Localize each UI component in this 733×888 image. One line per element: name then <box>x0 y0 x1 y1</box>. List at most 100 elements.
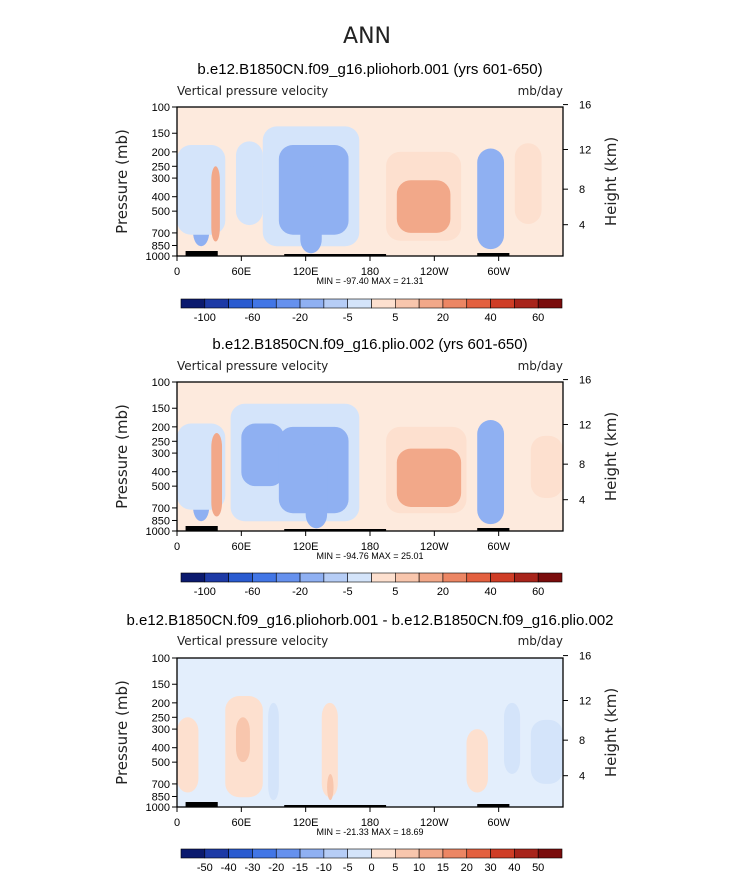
x-tick-label: 0 <box>174 266 180 278</box>
y-axis-title-right: Height (km) <box>602 412 620 501</box>
colorbar-swatch <box>228 572 253 583</box>
panel-title: b.e12.B1850CN.f09_g16.pliohorb.001 (yrs … <box>197 61 542 78</box>
x-tick-label: 120E <box>293 266 319 278</box>
colorbar-label: 10 <box>413 862 425 874</box>
height-tick-label: 12 <box>579 144 591 156</box>
panel-2: b.e12.B1850CN.f09_g16.plio.002 (yrs 601-… <box>113 336 620 598</box>
colorbar-swatch <box>275 298 301 309</box>
colorbar-swatch <box>347 848 372 859</box>
colorbar-swatch <box>299 848 325 859</box>
colorbar-swatch <box>252 298 277 309</box>
colorbar-label: -5 <box>343 862 353 874</box>
colorbar-swatch <box>466 572 491 583</box>
colorbar-label: 40 <box>484 586 496 598</box>
colorbar-label: 60 <box>532 586 544 598</box>
topography-mask <box>185 526 218 531</box>
colorbar-swatch <box>537 848 563 859</box>
panel-units-label: mb/day <box>518 359 563 373</box>
x-tick-label: 60E <box>232 266 252 278</box>
colorbar-swatch <box>537 298 563 309</box>
y-tick-label: 250 <box>152 161 170 173</box>
colorbar-label: 20 <box>437 312 449 324</box>
contour-region <box>211 166 220 242</box>
height-tick-label: 4 <box>579 220 585 232</box>
height-tick-label: 8 <box>579 184 585 196</box>
y-axis-title: Pressure (mb) <box>113 129 131 234</box>
colorbar-label: 60 <box>532 312 544 324</box>
x-tick-label: 120W <box>420 817 449 829</box>
contour-region <box>211 433 223 517</box>
colorbar-swatch <box>490 848 515 859</box>
panel-3: b.e12.B1850CN.f09_g16.pliohorb.001 - b.e… <box>113 612 620 874</box>
colorbar-swatch <box>442 298 468 309</box>
x-tick-label: 60W <box>487 541 510 553</box>
topography-mask <box>185 251 218 256</box>
height-tick-label: 16 <box>579 100 591 112</box>
colorbar-swatch <box>490 572 515 583</box>
y-tick-label: 150 <box>152 128 170 140</box>
colorbar-swatch <box>228 298 253 309</box>
x-tick-label: 60W <box>487 266 510 278</box>
min-max-stats: MIN = -94.76 MAX = 25.01 <box>316 551 423 561</box>
height-tick-label: 8 <box>579 735 585 747</box>
topography-mask <box>185 802 218 807</box>
contour-region <box>396 180 451 233</box>
y-tick-label: 200 <box>152 422 170 434</box>
panel-title: b.e12.B1850CN.f09_g16.plio.002 (yrs 601-… <box>212 336 527 353</box>
colorbar-swatch <box>442 848 468 859</box>
y-tick-label: 100 <box>152 653 170 665</box>
colorbar-swatch <box>275 572 301 583</box>
colorbar-label: -60 <box>244 312 260 324</box>
y-tick-label: 850 <box>152 515 170 527</box>
y-tick-label: 700 <box>152 779 170 791</box>
colorbar-label: -20 <box>292 586 308 598</box>
colorbar-swatch <box>418 298 444 309</box>
x-tick-label: 120E <box>293 541 319 553</box>
contour-field <box>177 403 563 529</box>
contour-region <box>466 729 488 793</box>
contour-region <box>396 448 462 507</box>
y-tick-label: 400 <box>152 743 170 755</box>
y-tick-label: 400 <box>152 467 170 479</box>
y-tick-label: 500 <box>152 757 170 769</box>
height-tick-label: 4 <box>579 771 585 783</box>
colorbar-swatch <box>395 848 420 859</box>
colorbar-swatch <box>371 572 396 583</box>
y-tick-label: 100 <box>152 377 170 389</box>
panel-title: b.e12.B1850CN.f09_g16.pliohorb.001 - b.e… <box>126 612 613 629</box>
colorbar-swatch <box>275 848 301 859</box>
height-tick-label: 4 <box>579 495 585 507</box>
contour-region <box>241 423 285 487</box>
y-tick-label: 250 <box>152 712 170 724</box>
contour-region <box>514 143 542 225</box>
colorbar-swatch <box>395 298 420 309</box>
x-tick-label: 60W <box>487 817 510 829</box>
colorbar-label: 40 <box>484 312 496 324</box>
topography-mask <box>284 529 387 531</box>
colorbar-label: -5 <box>343 586 353 598</box>
colorbar-label: -5 <box>343 312 353 324</box>
colorbar-label: 20 <box>461 862 473 874</box>
topography-mask <box>477 804 510 807</box>
height-tick-label: 16 <box>579 375 591 387</box>
colorbar-swatch <box>180 848 206 859</box>
contour-region <box>321 702 338 798</box>
colorbar-label: -10 <box>316 862 332 874</box>
colorbar-label: -40 <box>221 862 237 874</box>
contour-region <box>477 420 505 525</box>
contour-region <box>268 702 279 801</box>
x-tick-label: 120W <box>420 541 449 553</box>
contour-region <box>305 443 328 529</box>
y-tick-label: 850 <box>152 240 170 252</box>
y-tick-label: 150 <box>152 679 170 691</box>
colorbar-swatch <box>204 298 229 309</box>
contour-region <box>235 141 263 226</box>
colorbar-label: 15 <box>437 862 449 874</box>
height-tick-label: 12 <box>579 419 591 431</box>
y-tick-label: 250 <box>152 436 170 448</box>
colorbar-label: 30 <box>484 862 496 874</box>
y-tick-label: 150 <box>152 403 170 415</box>
colorbar-swatch <box>299 572 325 583</box>
colorbar-swatch <box>252 848 277 859</box>
